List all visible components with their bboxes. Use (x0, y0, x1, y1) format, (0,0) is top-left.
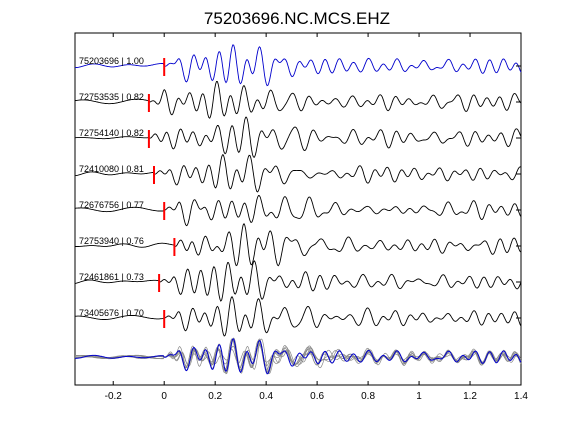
waveform-line-6 (74, 260, 522, 302)
trace-label-6: 72461861 | 0.73 (79, 272, 144, 282)
x-axis: -0.2 0 0.2 0.4 0.6 0.8 1 1.2 1.4 (105, 33, 528, 402)
waveform-line-4 (74, 194, 522, 227)
x-tick-label-1: 0 (161, 391, 167, 402)
trace-label-4: 72676756 | 0.77 (79, 200, 144, 210)
trace-label-5: 72753940 | 0.76 (79, 236, 144, 246)
x-tick-label-8: 1.4 (514, 391, 528, 402)
waveform-line-7 (74, 295, 522, 337)
waveform-line-5 (75, 222, 522, 267)
stack-waveform-6 (74, 338, 522, 374)
x-tick-label-3: 0.4 (259, 391, 273, 402)
trace-label-2: 72754140 | 0.82 (79, 128, 144, 138)
stack-waveform-0 (75, 338, 522, 375)
trace-label-0: 75203696 | 1.00 (79, 56, 144, 66)
x-tick-label-6: 1 (416, 391, 422, 402)
waveform-line-3 (74, 154, 522, 193)
x-tick-label-4: 0.6 (310, 391, 324, 402)
chart-title: 75203696.NC.MCS.EHZ (204, 9, 390, 28)
pick-markers (147, 58, 176, 328)
x-tick-label-2: 0.2 (208, 391, 222, 402)
waveform-line-0 (74, 44, 522, 87)
trace-label-3: 72410080 | 0.81 (79, 164, 144, 174)
stack-waveform-7 (75, 338, 522, 373)
x-tick-label-5: 0.8 (361, 391, 375, 402)
x-tick-label-7: 1.2 (463, 391, 477, 402)
waveform-traces (74, 44, 522, 337)
x-tick-label-0: -0.2 (105, 391, 123, 402)
trace-label-7: 73405676 | 0.70 (79, 308, 144, 318)
stacked-waveforms (74, 337, 522, 375)
trace-labels: 75203696 | 1.00 72753535 | 0.82 72754140 |… (79, 56, 144, 318)
trace-label-1: 72753535 | 0.82 (79, 92, 144, 102)
plot-frame (74, 32, 522, 386)
